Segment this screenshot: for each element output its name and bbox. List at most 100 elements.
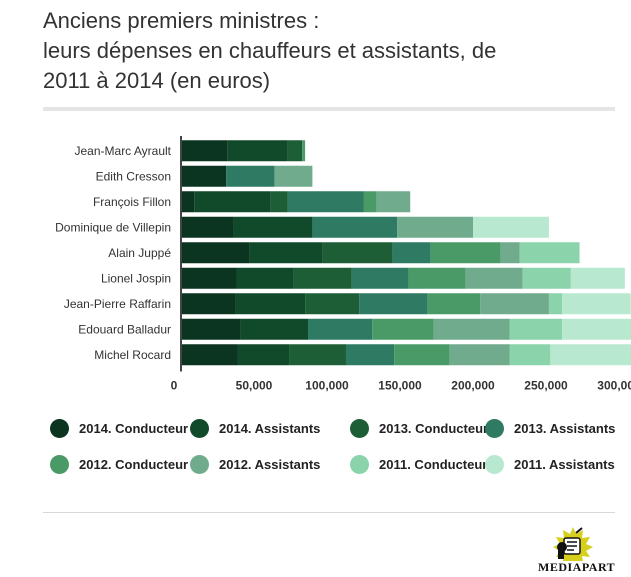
legend-label: 2014. Conducteur <box>79 420 189 436</box>
x-tick-label: 300,000 <box>597 379 631 393</box>
bar-segment <box>293 267 352 289</box>
category-label: Alain Juppé <box>108 246 171 260</box>
bar-segment <box>302 140 306 162</box>
bar-segment <box>181 216 234 238</box>
bar-segment <box>392 242 431 264</box>
stacked-bar-chart: Jean-Marc Ayrault Edith Cresson François F… <box>55 136 631 393</box>
bar-segment <box>351 267 409 289</box>
legend-label: 2012. Conducteur <box>79 456 189 472</box>
category-label: Dominique de Villepin <box>55 220 171 234</box>
legend-label: 2011. Assistants <box>514 456 615 472</box>
bar-segment <box>181 267 237 289</box>
bar-segment <box>359 293 428 315</box>
legend-label: 2011. Conducteur <box>379 456 488 472</box>
legend-item: 2011. Conducteur <box>350 454 487 474</box>
bar-segment <box>308 318 373 340</box>
bar-segment <box>449 344 510 366</box>
bar-segment <box>550 344 631 366</box>
bar-segment <box>548 293 563 315</box>
chart-title-line-3: 2011 à 2014 (en euros) <box>43 68 271 93</box>
legend-swatch <box>485 454 504 474</box>
category-label: Jean-Pierre Raffarin <box>64 297 171 311</box>
x-tick-label: 250,000 <box>524 379 568 393</box>
bar-segment <box>305 293 360 315</box>
legend-swatch <box>350 418 369 438</box>
legend-swatch <box>190 454 209 474</box>
legend-item: 2012. Assistants <box>190 454 320 474</box>
bar-segment <box>322 242 393 264</box>
legend-label: 2013. Conducteur <box>379 420 489 436</box>
x-tick-label: 0 <box>171 379 178 393</box>
legend-label: 2013. Assistants <box>514 420 616 436</box>
legend-item: 2011. Assistants <box>485 454 615 474</box>
legend-swatch <box>50 454 69 474</box>
category-label: Jean-Marc Ayrault <box>75 144 172 158</box>
bar-segment <box>473 216 549 238</box>
bar-segment <box>372 318 434 340</box>
bar-segment <box>562 318 631 340</box>
bar-segment <box>270 191 288 213</box>
bar-segment <box>519 242 580 264</box>
legend-swatch <box>190 418 209 438</box>
bar-segment <box>427 293 481 315</box>
chart-title-line-2: leurs dépenses en chauffeurs et assistan… <box>43 38 497 63</box>
mediapart-logo: MEDIAPART <box>538 525 616 575</box>
footer-divider <box>43 512 615 513</box>
legend-item: 2014. Assistants <box>190 418 320 438</box>
bar-segment <box>433 318 510 340</box>
legend-label: 2012. Assistants <box>219 456 321 472</box>
mediapart-logo-text: MEDIAPART <box>538 560 616 574</box>
bar-segment <box>181 293 236 315</box>
bar-segment <box>181 165 227 187</box>
bar-segment <box>181 344 238 366</box>
x-tick-label: 150,000 <box>378 379 422 393</box>
bar-segment <box>287 140 303 162</box>
bar-segment <box>562 293 631 315</box>
bar-segment <box>312 216 398 238</box>
bar-segment <box>240 318 309 340</box>
legend-swatch <box>50 418 69 438</box>
bar-segment <box>181 191 195 213</box>
bar-segment <box>509 318 563 340</box>
legend-swatch <box>350 454 369 474</box>
category-label: François Fillon <box>93 195 171 209</box>
bar-segment <box>408 267 466 289</box>
x-tick-label: 100,000 <box>305 379 349 393</box>
bar-segment <box>397 216 473 238</box>
bar-segment <box>287 191 364 213</box>
legend-swatch <box>485 418 504 438</box>
bar-segment <box>376 191 411 213</box>
title-divider <box>43 107 615 111</box>
bar-segment <box>522 267 571 289</box>
bar-segment <box>194 191 271 213</box>
bar-segment <box>181 242 250 264</box>
bar-segment <box>181 318 241 340</box>
category-label: Lionel Jospin <box>101 271 171 285</box>
legend-item: 2012. Conducteur <box>50 454 188 474</box>
bar-segment <box>363 191 377 213</box>
category-label: Edith Cresson <box>96 169 171 183</box>
chart-title: Anciens premiers ministres : leurs dépen… <box>43 6 496 96</box>
bar-segment <box>289 344 346 366</box>
legend-item: 2013. Conducteur <box>350 418 488 438</box>
legend-item: 2014. Conducteur <box>50 418 188 438</box>
bar-segment <box>249 242 323 264</box>
x-tick-label: 50,000 <box>236 379 273 393</box>
bar-segment <box>394 344 450 366</box>
chart-title-line-1: Anciens premiers ministres : <box>43 8 320 33</box>
bar-segment <box>480 293 549 315</box>
bar-segment <box>509 344 551 366</box>
mediapart-press-logo-icon <box>553 527 593 561</box>
bar-segment <box>227 140 288 162</box>
legend-label: 2014. Assistants <box>219 420 321 436</box>
x-tick-label: 200,000 <box>451 379 495 393</box>
category-label: Michel Rocard <box>94 348 171 362</box>
bar-segment <box>226 165 275 187</box>
bar-segment <box>233 216 313 238</box>
bar-segment <box>570 267 625 289</box>
bar-segment <box>430 242 501 264</box>
bar-segment <box>235 293 306 315</box>
legend-item: 2013. Assistants <box>485 418 615 438</box>
bar-segment <box>181 140 228 162</box>
bar-segment <box>237 344 290 366</box>
